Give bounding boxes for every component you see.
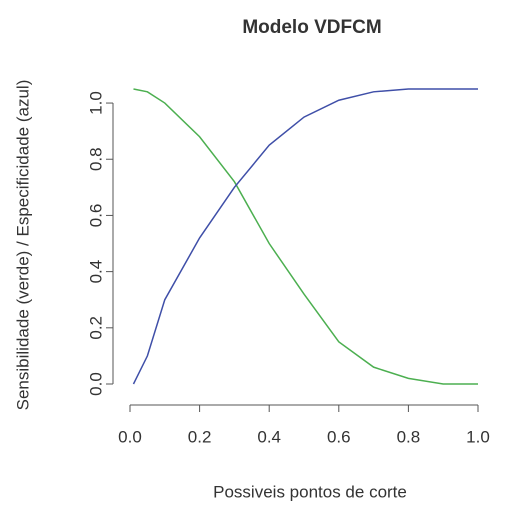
x-tick-label: 1.0: [466, 427, 490, 446]
chart-title: Modelo VDFCM: [242, 17, 381, 38]
x-tick-label: 0.4: [257, 427, 281, 446]
y-tick-label: 0.2: [86, 316, 105, 340]
x-tick-label: 0.8: [397, 427, 421, 446]
x-axis-label: Possiveis pontos de corte: [213, 482, 407, 501]
y-tick-label: 0.0: [86, 372, 105, 396]
y-tick-label: 0.6: [86, 204, 105, 228]
series-line: [133, 88, 478, 385]
y-axis-label: Sensibilidade (verde) / Especificidade (…: [13, 80, 32, 411]
x-tick-label: 0.2: [188, 427, 212, 446]
y-tick-label: 0.8: [86, 147, 105, 171]
y-tick-label: 0.4: [86, 260, 105, 284]
y-tick-label: 1.0: [86, 91, 105, 115]
series-line: [132, 88, 478, 385]
x-tick-label: 0.0: [118, 427, 142, 446]
x-tick-label: 0.6: [327, 427, 351, 446]
